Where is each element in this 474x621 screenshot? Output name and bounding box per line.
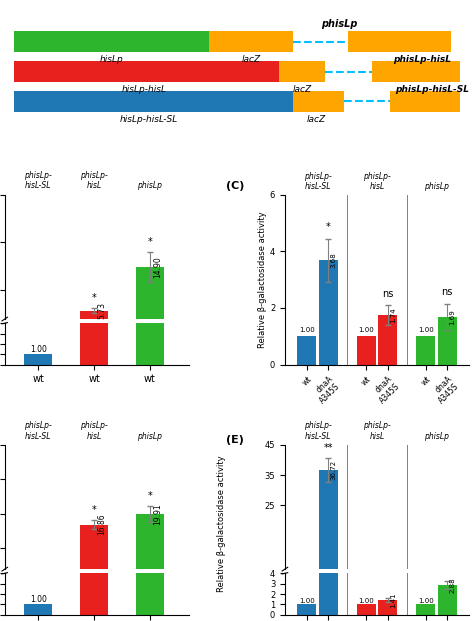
Bar xyxy=(136,267,164,338)
Bar xyxy=(378,315,397,365)
Text: phisLp-
hisL-SL: phisLp- hisL-SL xyxy=(304,421,331,440)
Bar xyxy=(438,573,457,581)
Text: ns: ns xyxy=(382,289,393,299)
Text: 5.73: 5.73 xyxy=(98,302,107,319)
Text: *: * xyxy=(326,222,331,232)
Bar xyxy=(279,61,325,82)
Text: (E): (E) xyxy=(226,435,244,445)
Bar xyxy=(438,585,457,615)
Text: **: ** xyxy=(324,443,333,453)
Text: phisLp-
hisL: phisLp- hisL xyxy=(80,421,108,440)
Bar xyxy=(80,306,108,365)
Text: *: * xyxy=(92,505,97,515)
Text: phisLp-
hisL: phisLp- hisL xyxy=(363,421,391,440)
Text: *: * xyxy=(147,237,152,247)
Text: 1.00: 1.00 xyxy=(418,327,434,333)
Bar xyxy=(136,514,164,583)
Bar xyxy=(14,31,219,52)
Text: 1.00: 1.00 xyxy=(299,598,315,604)
Bar xyxy=(24,604,52,615)
Text: 1.00: 1.00 xyxy=(418,598,434,604)
Bar xyxy=(80,310,108,338)
Bar xyxy=(297,337,317,365)
Text: phisLp: phisLp xyxy=(424,182,449,191)
Text: 1.69: 1.69 xyxy=(450,309,456,325)
Text: 3.68: 3.68 xyxy=(331,253,337,268)
Bar xyxy=(390,91,460,112)
Text: 1.41: 1.41 xyxy=(390,592,396,608)
Text: *: * xyxy=(147,491,152,501)
Text: phisLp-
hisL-SL: phisLp- hisL-SL xyxy=(24,421,52,440)
Y-axis label: Relative β-galactosidase activity: Relative β-galactosidase activity xyxy=(258,211,267,348)
Text: 14.90: 14.90 xyxy=(153,256,162,278)
Text: phisLp-
hisL-SL: phisLp- hisL-SL xyxy=(304,172,331,191)
Text: (C): (C) xyxy=(226,181,244,191)
Text: phisLp-
hisL-SL: phisLp- hisL-SL xyxy=(24,171,52,190)
Text: hisLp: hisLp xyxy=(100,55,123,64)
Text: 19.91: 19.91 xyxy=(153,504,162,525)
Bar xyxy=(372,61,460,82)
Text: *: * xyxy=(92,293,97,304)
Text: phisLp: phisLp xyxy=(424,432,449,440)
Bar xyxy=(319,234,338,615)
Y-axis label: Relative β-galactosidase activity: Relative β-galactosidase activity xyxy=(217,455,226,592)
Bar xyxy=(378,600,397,615)
Bar xyxy=(438,317,457,365)
Text: 2.88: 2.88 xyxy=(450,577,456,592)
Text: 1.00: 1.00 xyxy=(30,345,47,354)
Bar xyxy=(416,337,435,365)
Bar xyxy=(293,91,344,112)
Bar xyxy=(136,408,164,615)
Text: 1.00: 1.00 xyxy=(358,598,374,604)
Text: lacZ: lacZ xyxy=(292,85,311,94)
Text: phisLp-hisL: phisLp-hisL xyxy=(392,55,451,64)
Text: phisLp-
hisL: phisLp- hisL xyxy=(80,171,108,190)
Text: hisLp-hisL: hisLp-hisL xyxy=(122,85,166,94)
Text: lacZ: lacZ xyxy=(306,115,326,124)
Text: 1.00: 1.00 xyxy=(358,327,374,333)
Bar xyxy=(24,579,52,583)
Bar xyxy=(14,61,279,82)
Text: 1.00: 1.00 xyxy=(30,595,47,604)
Bar xyxy=(297,604,317,615)
Bar xyxy=(378,577,397,581)
Text: phisLp-
hisL: phisLp- hisL xyxy=(363,172,391,191)
Bar xyxy=(80,525,108,583)
Bar xyxy=(297,578,317,581)
Text: phisLp: phisLp xyxy=(321,19,357,29)
Bar xyxy=(14,91,293,112)
Bar xyxy=(136,210,164,365)
Text: ns: ns xyxy=(442,287,453,297)
Text: phisLp: phisLp xyxy=(137,432,163,440)
Bar xyxy=(357,337,376,365)
Text: 1.74: 1.74 xyxy=(390,307,396,323)
Bar xyxy=(80,440,108,615)
Bar xyxy=(357,604,376,615)
Bar xyxy=(416,578,435,581)
Bar xyxy=(319,260,338,365)
Bar xyxy=(209,31,293,52)
Text: 1.00: 1.00 xyxy=(299,327,315,333)
Text: phisLp: phisLp xyxy=(137,181,163,190)
Bar xyxy=(24,333,52,338)
Text: 36.72: 36.72 xyxy=(331,460,337,480)
Text: 16.86: 16.86 xyxy=(98,514,107,535)
Bar xyxy=(24,355,52,365)
Text: hisLp-hisL-SL: hisLp-hisL-SL xyxy=(119,115,178,124)
Bar xyxy=(319,470,338,581)
Bar xyxy=(416,604,435,615)
Text: lacZ: lacZ xyxy=(241,55,261,64)
Bar xyxy=(357,578,376,581)
Bar xyxy=(348,31,451,52)
Text: phisLp-hisL-SL: phisLp-hisL-SL xyxy=(395,85,469,94)
